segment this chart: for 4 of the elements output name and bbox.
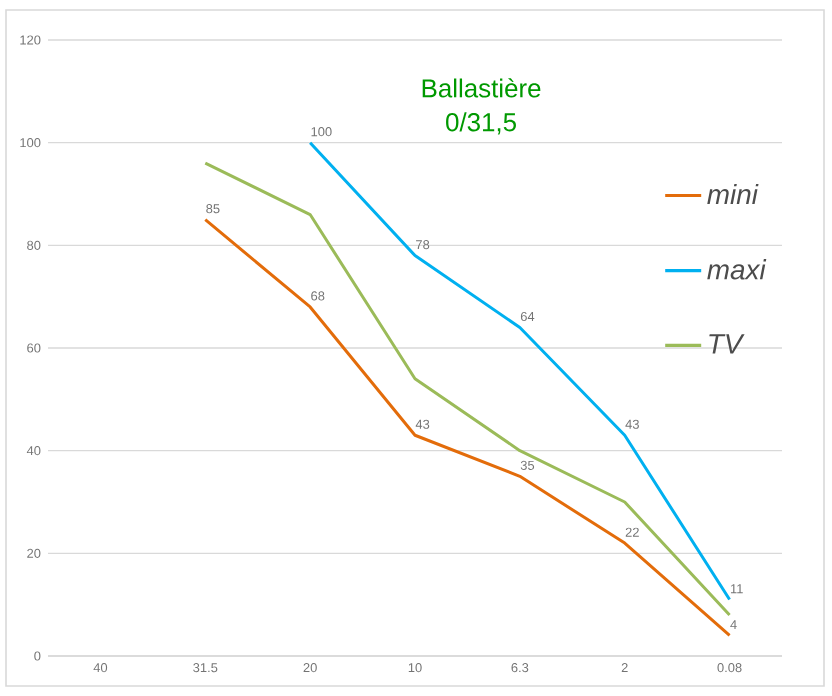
legend-label: mini (707, 183, 759, 205)
legend-label: maxi (707, 259, 767, 280)
legend-label: TV (709, 334, 745, 354)
text: Ballastière 0/31,5 (422, 78, 541, 135)
